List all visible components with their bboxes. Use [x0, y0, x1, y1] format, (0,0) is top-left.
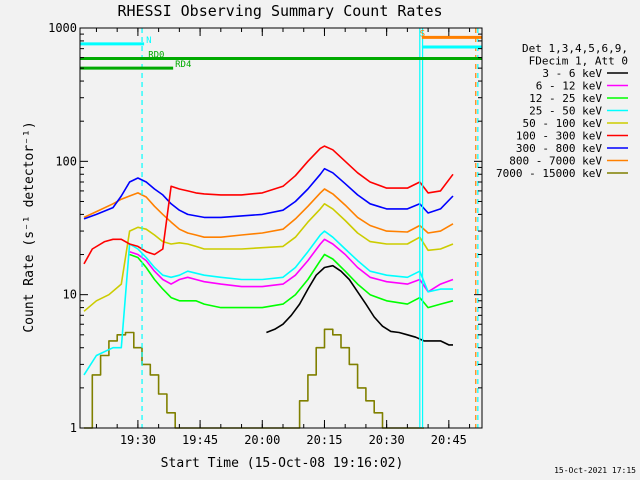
series-line: [83, 167, 454, 220]
state-bar-label: S: [420, 29, 425, 39]
y-tick-label: 1000: [48, 21, 77, 35]
state-bar-label: RD0: [148, 51, 164, 61]
legend-header: FDecim 1, Att 0: [529, 55, 628, 68]
legend-header: Det 1,3,4,5,6,9,: [522, 42, 628, 55]
chart-title: RHESSI Observing Summary Count Rates: [117, 2, 442, 20]
legend-entry-label: 3 - 6 keV: [542, 67, 602, 80]
series-line: [83, 145, 454, 265]
legend-entry-label: 12 - 25 keV: [529, 92, 602, 105]
legend-entry-label: 800 - 7000 keV: [509, 155, 602, 168]
y-tick-label: 1: [70, 421, 77, 435]
x-tick-label: 19:45: [182, 433, 218, 447]
x-tick-label: 20:30: [369, 433, 405, 447]
legend-entry-label: 100 - 300 keV: [516, 130, 602, 143]
series-line: [83, 203, 454, 312]
legend-entry-label: 25 - 50 keV: [529, 105, 602, 118]
series-line: [83, 230, 453, 376]
legend: Det 1,3,4,5,6,9,FDecim 1, Att 03 - 6 keV…: [496, 42, 628, 180]
legend-entry-label: 50 - 100 keV: [523, 117, 603, 130]
legend-entry-label: 7000 - 15000 keV: [496, 167, 602, 180]
y-tick-label: 10: [63, 288, 77, 302]
x-tick-label: 20:00: [244, 433, 280, 447]
legend-entry-label: 300 - 800 keV: [516, 142, 602, 155]
series-line: [83, 188, 454, 238]
series-line: [129, 238, 454, 293]
y-tick-label: 100: [55, 154, 77, 168]
axes-layer: 1 10 100 1000 19:30 19:45 20:00 20:15 20:30 20:45: [48, 21, 483, 447]
plot-frame: [79, 27, 483, 429]
series-line: [266, 264, 453, 346]
x-tick-label: 19:30: [120, 433, 156, 447]
series-line: [129, 253, 454, 309]
series-layer: [83, 145, 454, 429]
legend-entry-label: 6 - 12 keV: [536, 80, 603, 93]
state-bar-label: N: [146, 36, 151, 46]
footer-timestamp: 15-Oct-2021 17:15: [554, 466, 636, 475]
state-bar-label: RD4: [175, 60, 191, 70]
x-axis-label: Start Time (15-Oct-08 19:16:02): [161, 456, 404, 471]
x-tick-label: 20:45: [431, 433, 467, 447]
y-axis-label: Count Rate (s⁻¹ detector⁻¹): [22, 121, 37, 332]
annotation-layer: N RD0 RD4 S: [80, 28, 482, 428]
x-tick-label: 20:15: [306, 433, 342, 447]
